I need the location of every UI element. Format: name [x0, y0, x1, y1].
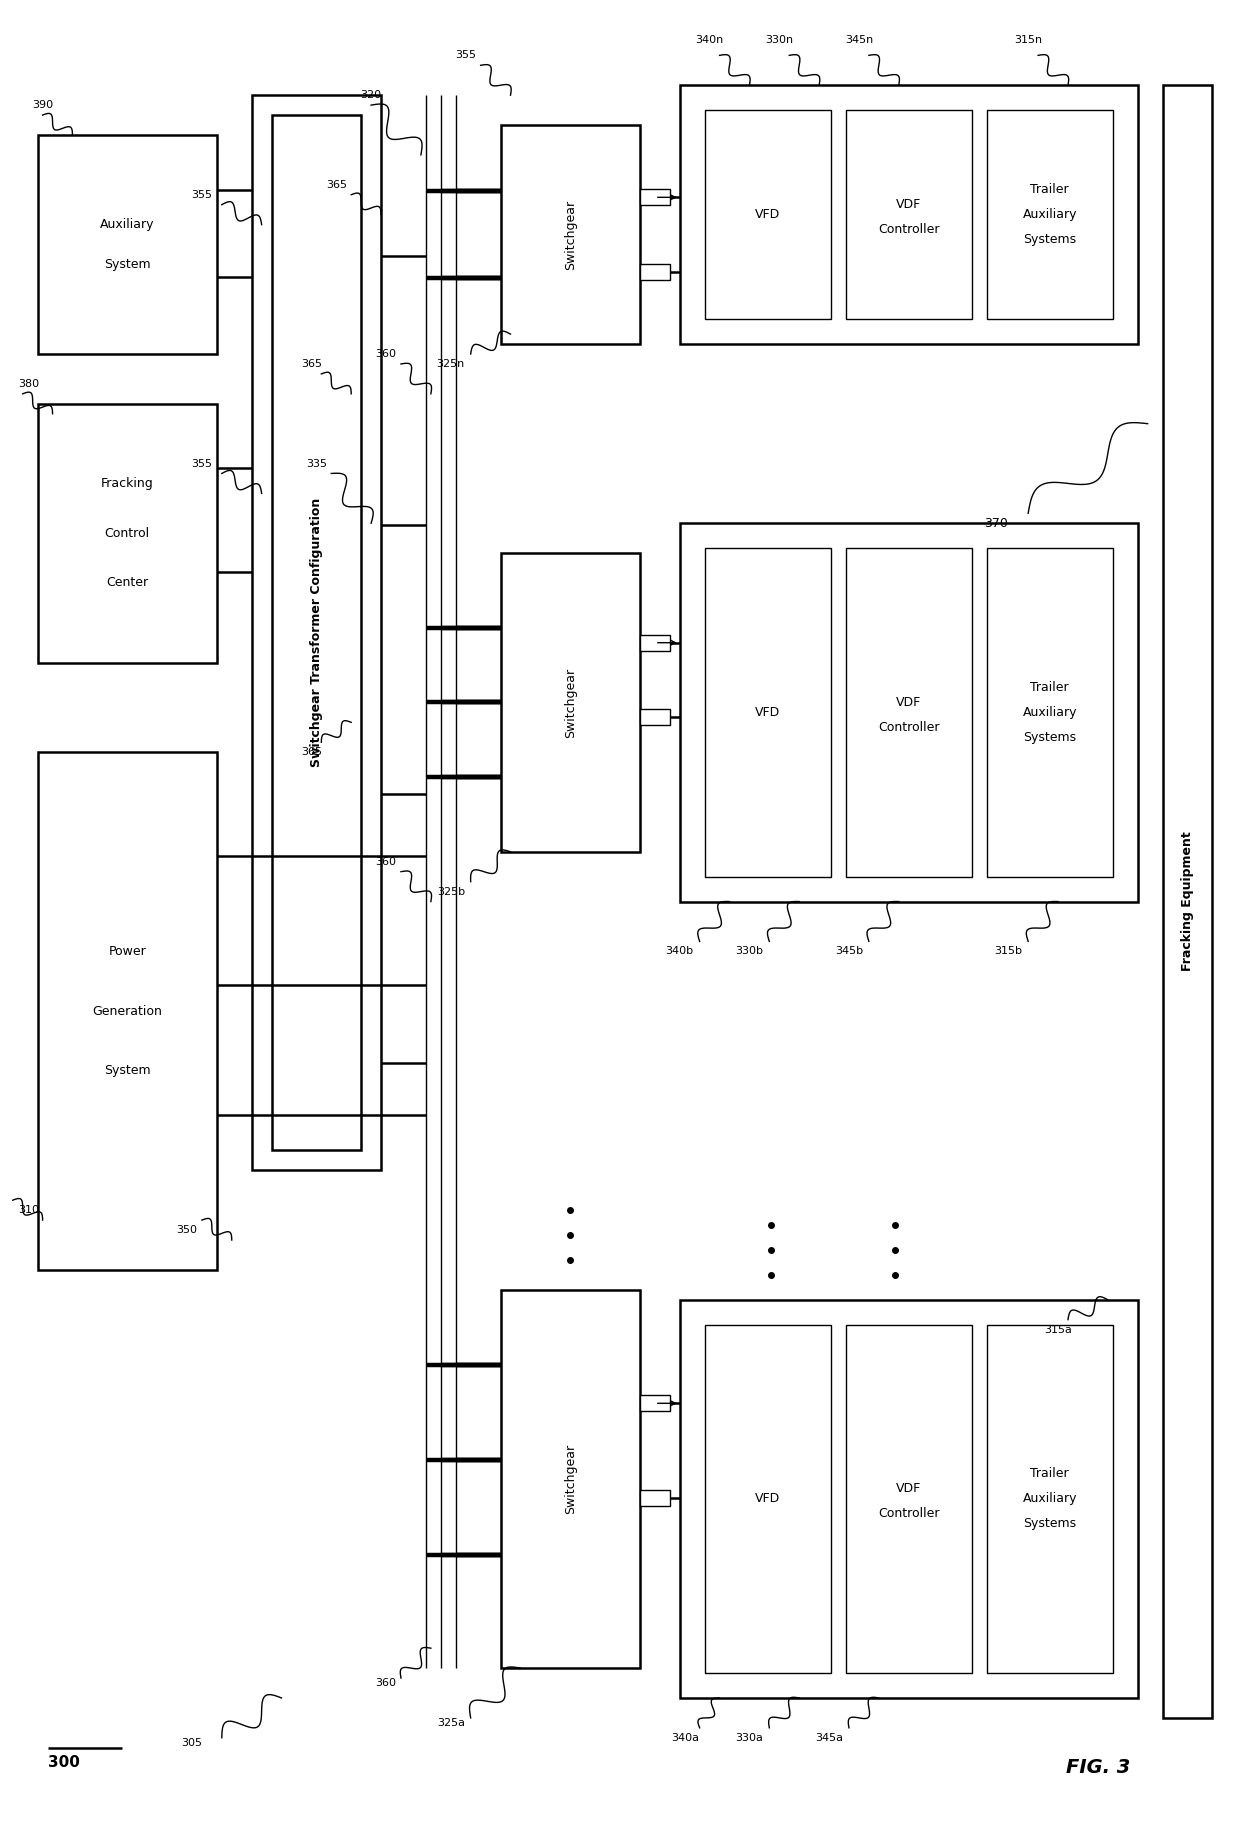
Text: Fracking: Fracking	[100, 478, 154, 490]
Text: 345a: 345a	[815, 1734, 843, 1743]
Text: Trailer: Trailer	[1030, 1468, 1069, 1480]
Text: 315b: 315b	[994, 946, 1022, 957]
Text: Switchgear: Switchgear	[564, 199, 577, 270]
Text: 325b: 325b	[436, 886, 465, 897]
Text: Trailer: Trailer	[1030, 682, 1069, 695]
Text: 365: 365	[301, 359, 322, 368]
Bar	[640, 1489, 670, 1506]
Text: Systems: Systems	[1023, 731, 1076, 744]
Bar	[987, 1325, 1112, 1674]
Text: 300: 300	[47, 1756, 79, 1770]
Bar	[37, 135, 217, 354]
Bar	[704, 109, 831, 319]
Bar	[272, 115, 361, 1150]
Text: Switchgear: Switchgear	[564, 1444, 577, 1515]
Text: Controller: Controller	[878, 222, 940, 235]
Text: VFD: VFD	[755, 208, 780, 221]
Text: 340n: 340n	[696, 35, 724, 46]
Bar	[501, 552, 640, 851]
Text: 360: 360	[376, 348, 397, 359]
Bar	[704, 1325, 831, 1674]
Text: Center: Center	[107, 576, 149, 589]
Text: VDF: VDF	[897, 1482, 921, 1495]
Text: FIG. 3: FIG. 3	[1065, 1757, 1130, 1777]
Text: 365: 365	[301, 747, 322, 757]
Bar	[987, 109, 1112, 319]
Text: Trailer: Trailer	[1030, 184, 1069, 197]
Bar	[680, 523, 1137, 902]
Text: 320: 320	[361, 89, 382, 100]
Text: 380: 380	[17, 379, 38, 388]
Bar	[680, 86, 1137, 345]
Text: Systems: Systems	[1023, 233, 1076, 246]
Text: Fracking Equipment: Fracking Equipment	[1180, 831, 1194, 972]
Bar	[640, 264, 670, 279]
Text: System: System	[104, 1065, 150, 1077]
Text: VFD: VFD	[755, 1493, 780, 1506]
Bar	[640, 634, 670, 651]
Text: Controller: Controller	[878, 720, 940, 735]
Text: 330a: 330a	[735, 1734, 764, 1743]
Text: VFD: VFD	[755, 706, 780, 718]
Text: Switchgear: Switchgear	[564, 667, 577, 738]
Bar	[846, 549, 972, 877]
Text: VDF: VDF	[897, 696, 921, 709]
Text: 315n: 315n	[1014, 35, 1043, 46]
Text: Auxiliary: Auxiliary	[1023, 706, 1078, 718]
Text: 355: 355	[191, 459, 212, 469]
Text: Generation: Generation	[92, 1004, 162, 1017]
Text: 310: 310	[17, 1205, 38, 1216]
Text: Power: Power	[108, 944, 146, 957]
Bar	[640, 709, 670, 726]
Text: 325n: 325n	[436, 359, 465, 368]
Text: 305: 305	[181, 1737, 202, 1748]
Bar	[252, 95, 381, 1170]
Bar	[1163, 86, 1213, 1717]
Text: 390: 390	[32, 100, 53, 109]
Text: Switchgear Transformer Configuration: Switchgear Transformer Configuration	[310, 498, 322, 767]
Text: Controller: Controller	[878, 1508, 940, 1520]
Text: 355: 355	[455, 51, 476, 60]
Text: 360: 360	[376, 857, 397, 866]
Text: 340b: 340b	[666, 946, 694, 957]
Bar	[501, 126, 640, 345]
Bar	[846, 1325, 972, 1674]
Bar	[704, 549, 831, 877]
Bar	[680, 1300, 1137, 1697]
Text: 360: 360	[376, 1677, 397, 1688]
Text: 345b: 345b	[835, 946, 863, 957]
Text: Systems: Systems	[1023, 1517, 1076, 1529]
Text: Auxiliary: Auxiliary	[100, 219, 155, 232]
Text: 330n: 330n	[765, 35, 794, 46]
Text: System: System	[104, 257, 150, 272]
Text: 330b: 330b	[735, 946, 764, 957]
Text: Auxiliary: Auxiliary	[1023, 208, 1078, 221]
Text: 355: 355	[191, 190, 212, 201]
Text: 335: 335	[306, 459, 327, 469]
Text: 370: 370	[985, 516, 1008, 530]
Text: 340a: 340a	[671, 1734, 698, 1743]
Bar	[987, 549, 1112, 877]
Text: Control: Control	[104, 527, 150, 540]
Bar	[640, 190, 670, 206]
Bar	[501, 1291, 640, 1668]
Text: Auxiliary: Auxiliary	[1023, 1493, 1078, 1506]
Text: VDF: VDF	[897, 199, 921, 211]
Bar	[37, 403, 217, 662]
Bar	[846, 109, 972, 319]
Text: 345n: 345n	[844, 35, 873, 46]
Bar	[640, 1395, 670, 1411]
Text: 315a: 315a	[1044, 1325, 1071, 1334]
Text: 325a: 325a	[436, 1717, 465, 1728]
Bar	[37, 753, 217, 1271]
Text: 350: 350	[176, 1225, 197, 1234]
Text: 365: 365	[326, 180, 347, 190]
